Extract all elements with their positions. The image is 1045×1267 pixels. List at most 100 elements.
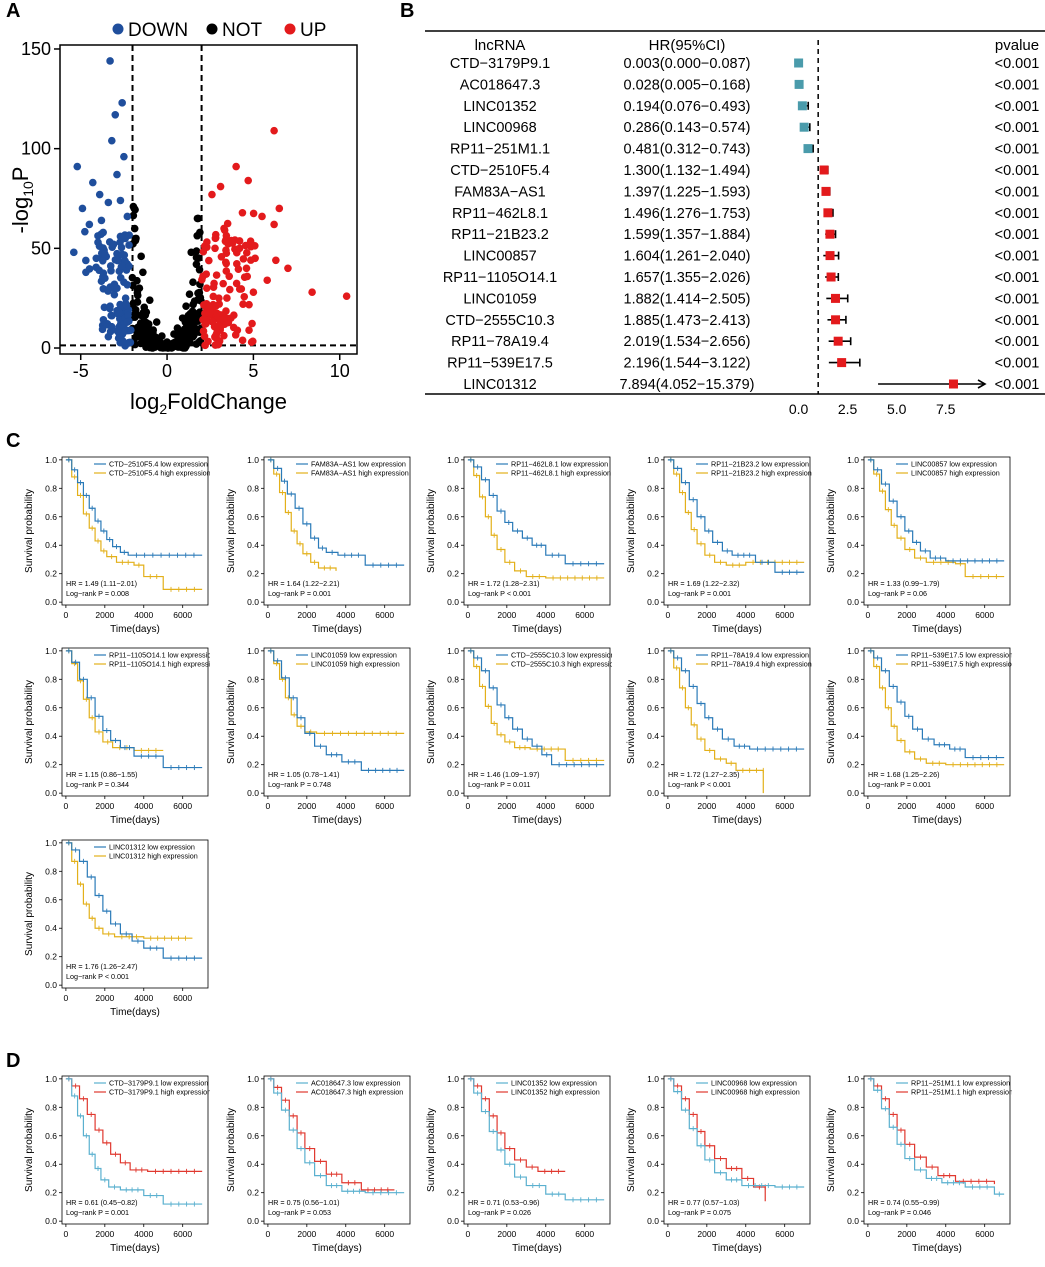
km-y-tick-label: 0.6 (647, 512, 659, 522)
km-y-tick-label: 0.4 (247, 540, 259, 550)
km-y-axis-label: Survival probability (826, 489, 837, 573)
scatter-point (135, 284, 144, 293)
km-hr-text: HR = 0.61 (0.45−0.82) (66, 1198, 138, 1207)
km-legend-low: CTD−2510F5.4 low expression (109, 460, 208, 469)
scatter-point (139, 268, 147, 277)
y-tick-label: 50 (31, 238, 51, 258)
row-hr-ci: 0.194(0.076−0.493) (624, 99, 751, 115)
km-curve-high (667, 650, 764, 794)
km-logrank-text: Log−rank P = 0.001 (668, 589, 731, 598)
scatter-point (123, 212, 132, 221)
scatter-point (208, 190, 216, 199)
scatter-point (208, 318, 217, 326)
scatter-point (170, 330, 178, 338)
scatter-point (99, 228, 107, 237)
hr-point (821, 186, 831, 196)
km-y-tick-label: 0.2 (447, 569, 459, 579)
scatter-point (131, 313, 139, 321)
row-pvalue: <0.001 (995, 249, 1040, 265)
forest-x-tick-label: 0.0 (789, 401, 809, 417)
scatter-point (238, 336, 247, 345)
km-legend-low: LINC01312 low expression (109, 843, 195, 852)
km-y-tick-label: 0.2 (45, 760, 57, 770)
km-y-tick-label: 0.0 (45, 980, 57, 990)
km-y-tick-label: 0.4 (847, 540, 859, 550)
km-x-tick-label: 0 (666, 801, 671, 811)
km-y-tick-label: 0.2 (847, 569, 859, 579)
scatter-point (106, 57, 114, 65)
km-legend-low: RP11−539E17.5 low expression (911, 651, 1012, 660)
scatter-point (214, 321, 223, 330)
scatter-point (241, 241, 250, 250)
km-y-tick-label: 0.8 (847, 1102, 859, 1112)
km-y-tick-label: 0.4 (447, 731, 459, 741)
km-logrank-text: Log−rank P < 0.001 (66, 972, 129, 981)
km-x-tick-label: 6000 (975, 801, 994, 811)
scatter-point (133, 276, 141, 285)
km-x-tick-label: 6000 (375, 1229, 394, 1239)
scatter-point (85, 220, 94, 229)
scatter-point (145, 296, 154, 304)
km-x-axis-label: Time(days) (110, 1007, 160, 1018)
km-frame (61, 839, 209, 989)
scatter-point (225, 272, 234, 281)
row-hr-ci: 7.894(4.052−15.379) (619, 377, 754, 393)
km-curve-low (867, 459, 1005, 562)
km-y-tick-label: 1.0 (847, 1074, 859, 1084)
scatter-point (118, 261, 126, 270)
km-x-tick-label: 2000 (297, 610, 316, 620)
km-x-tick-label: 6000 (775, 610, 794, 620)
scatter-point (235, 244, 244, 253)
km-y-tick-label: 0.0 (247, 1216, 259, 1226)
km-legend-low: RP11−251M1.1 low expression (911, 1079, 1010, 1088)
km-hr-text: HR = 1.15 (0.86−1.55) (66, 770, 138, 779)
km-legend-high: RP11−251M1.1 high expression (911, 1088, 1012, 1097)
scatter-point (206, 308, 215, 316)
row-lncrna: AC018647.3 (460, 77, 541, 93)
row-pvalue: <0.001 (995, 184, 1040, 200)
scatter-point (221, 258, 230, 267)
km-x-tick-label: 6000 (173, 801, 192, 811)
scatter-point (107, 311, 115, 320)
km-y-tick-label: 1.0 (447, 455, 459, 465)
scatter-point (243, 272, 252, 281)
km-x-tick-label: 4000 (336, 1229, 355, 1239)
scatter-point (122, 301, 131, 310)
km-x-tick-label: 0 (266, 1229, 271, 1239)
km-y-axis-label: Survival probability (426, 489, 437, 573)
km-hr-text: HR = 0.77 (0.57−1.03) (668, 1198, 740, 1207)
km-x-tick-label: 0 (666, 610, 671, 620)
scatter-point (211, 244, 219, 253)
km-legend-high: LINC01059 high expression (311, 660, 400, 669)
scatter-point (192, 260, 201, 269)
km-legend-low: RP11−78A19.4 low expression (711, 651, 809, 660)
km-x-tick-label: 2000 (95, 610, 114, 620)
scatter-point (130, 224, 139, 233)
km-x-axis-label: Time(days) (312, 1243, 362, 1254)
row-lncrna: RP11−539E17.5 (447, 356, 553, 372)
km-x-tick-label: 0 (266, 801, 271, 811)
forest-plot: lncRNA HR(95%CI) pvalue CTD−3179P9.1 0.003(0… (425, 30, 1045, 417)
km-hr-text: HR = 1.05 (0.78−1.41) (268, 770, 340, 779)
scatter-point (215, 294, 223, 302)
row-lncrna: FAM83A−AS1 (454, 184, 545, 200)
km-y-axis-label: Survival probability (626, 680, 637, 764)
km-frame (263, 456, 411, 606)
km-logrank-text: Log−rank P = 0.011 (468, 780, 530, 789)
scatter-point (249, 209, 258, 218)
km-curve-high (667, 459, 805, 566)
row-lncrna: CTD−2510F5.4 (450, 163, 550, 179)
legend-marker (284, 23, 296, 35)
scatter-point (203, 238, 211, 246)
km-curve-high (65, 459, 203, 590)
scatter-point (251, 254, 259, 263)
km-x-tick-label: 6000 (173, 993, 192, 1003)
km-hr-text: HR = 1.49 (1.11−2.01) (66, 579, 137, 588)
km-y-axis-label: Survival probability (24, 1108, 35, 1192)
km-frame (463, 647, 611, 797)
scatter-point (120, 278, 128, 287)
panel-label-d: D (6, 1050, 21, 1072)
